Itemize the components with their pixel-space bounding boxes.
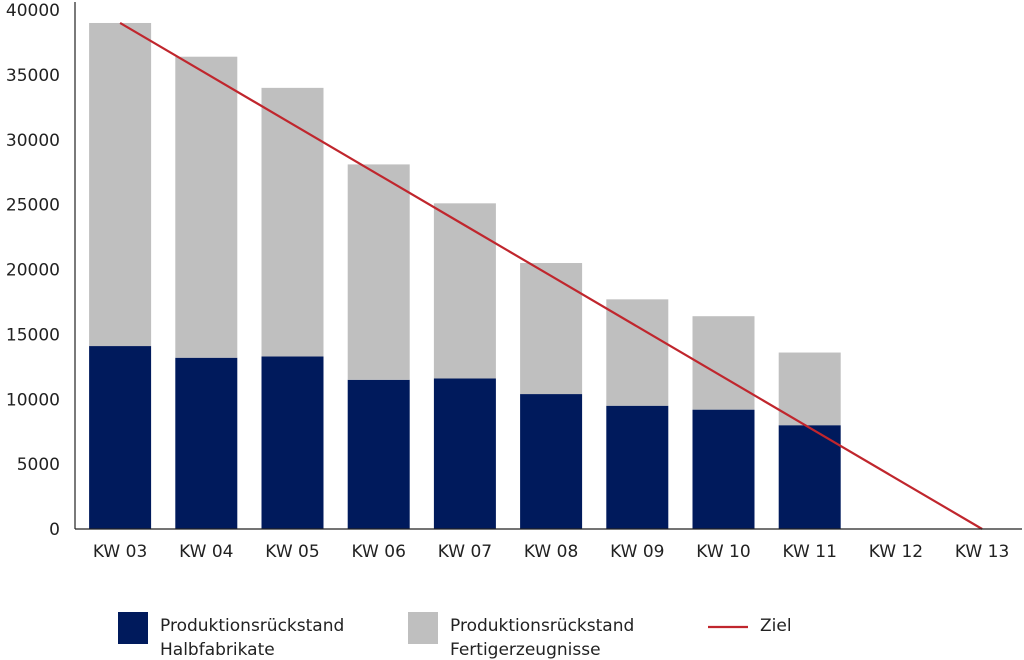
legend-swatch-0 — [118, 612, 148, 644]
bar-segment-series-1 — [520, 263, 583, 395]
bar-segment-series-0 — [778, 425, 841, 529]
y-axis-ticks: 0 5000 10000 15000 20000 25000 30000 35000 40000 — [6, 1, 60, 540]
x-tick-label: KW 09 — [610, 542, 664, 562]
legend: Produktionsrückstand Halbfabrikate Produkt… — [118, 612, 792, 660]
bar-segment-series-1 — [175, 56, 238, 358]
x-tick-label: KW 06 — [352, 542, 406, 562]
x-tick-label: KW 13 — [955, 542, 1009, 562]
bar-segment-series-1 — [692, 316, 755, 410]
x-tick-label: KW 03 — [93, 542, 147, 562]
y-tick-label: 0 — [49, 520, 60, 540]
legend-label: Ziel — [760, 616, 792, 636]
target-line — [119, 22, 983, 530]
x-tick-label: KW 10 — [696, 542, 750, 562]
legend-label: Halbfabrikate — [160, 640, 275, 660]
axes-group — [74, 2, 1022, 530]
bar-segment-series-1 — [89, 22, 152, 347]
bar-segment-series-0 — [606, 405, 669, 529]
bar-segment-series-1 — [433, 203, 496, 379]
y-tick-label: 15000 — [6, 325, 60, 345]
bar-segment-series-1 — [261, 87, 324, 357]
bar-segment-series-0 — [175, 357, 238, 529]
x-tick-label: KW 07 — [438, 542, 492, 562]
target-line-group — [119, 22, 983, 530]
bar-segment-series-0 — [433, 378, 496, 529]
bar-segment-series-0 — [692, 409, 755, 529]
bar-segment-series-0 — [347, 379, 410, 529]
legend-label: Fertigerzeugnisse — [450, 640, 601, 660]
y-tick-label: 20000 — [6, 261, 60, 281]
bar-segment-series-0 — [261, 356, 324, 529]
bar-segment-series-0 — [520, 394, 583, 529]
x-tick-label: KW 04 — [179, 542, 233, 562]
x-tick-label: KW 11 — [783, 542, 837, 562]
bar-segment-series-1 — [347, 164, 410, 380]
legend-label: Produktionsrückstand — [160, 616, 344, 636]
y-tick-label: 40000 — [6, 1, 60, 21]
y-tick-label: 10000 — [6, 390, 60, 410]
bar-segment-series-1 — [606, 299, 669, 406]
y-tick-label: 30000 — [6, 131, 60, 151]
x-axis-ticks: KW 03 KW 04 KW 05 KW 06 KW 07 KW 08 KW 09 KW 10… — [93, 542, 1009, 562]
y-tick-label: 5000 — [17, 455, 60, 475]
bar-segment-series-1 — [778, 352, 841, 426]
y-tick-label: 35000 — [6, 66, 60, 86]
bars-group — [89, 22, 841, 529]
x-tick-label: KW 08 — [524, 542, 578, 562]
legend-swatch-1 — [408, 612, 438, 644]
y-tick-label: 25000 — [6, 196, 60, 216]
legend-label: Produktionsrückstand — [450, 616, 634, 636]
x-tick-label: KW 05 — [265, 542, 319, 562]
x-tick-label: KW 12 — [869, 542, 923, 562]
bar-segment-series-0 — [89, 346, 152, 529]
